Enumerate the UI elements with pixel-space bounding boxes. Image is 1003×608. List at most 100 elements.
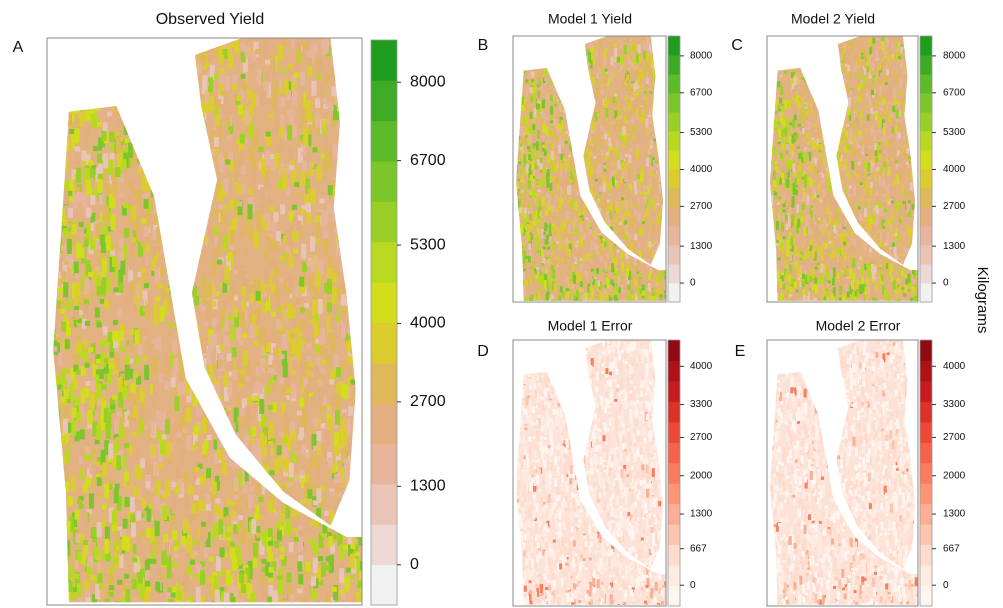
map-cell	[143, 199, 148, 209]
map-cell	[577, 117, 580, 120]
map-cell	[142, 53, 147, 68]
map-cell	[340, 589, 345, 594]
map-cell	[295, 55, 300, 60]
map-cell	[49, 421, 54, 431]
map-cell	[97, 178, 102, 193]
map-cell	[190, 307, 195, 322]
map-cell	[525, 127, 528, 136]
map-cell	[235, 456, 240, 461]
map-cell	[588, 82, 591, 85]
map-cell	[576, 108, 579, 111]
map-cell	[138, 371, 143, 376]
map-cell	[334, 522, 339, 527]
map-cell	[213, 254, 218, 259]
map-cell	[260, 204, 265, 214]
map-cell	[135, 355, 140, 365]
map-cell	[60, 475, 65, 485]
map-cell	[584, 86, 587, 95]
map-cell	[345, 518, 350, 528]
map-cell	[589, 93, 592, 96]
map-cell	[139, 419, 144, 434]
map-cell	[542, 258, 545, 264]
map-cell	[658, 111, 661, 120]
map-cell	[353, 203, 358, 213]
map-cell	[188, 217, 193, 232]
map-cell	[166, 199, 171, 209]
map-cell	[179, 46, 184, 51]
map-cell	[529, 58, 532, 61]
map-cell	[56, 111, 61, 116]
map-cell	[184, 113, 189, 123]
map-cell	[69, 196, 74, 201]
map-cell	[49, 163, 54, 178]
colorbar-tick-label: 5300	[410, 236, 446, 253]
map-cell	[297, 588, 302, 593]
map-cell	[662, 116, 665, 119]
map-cell	[237, 438, 242, 443]
map-cell	[648, 198, 651, 207]
map-cell	[229, 288, 234, 303]
map-cell	[48, 41, 53, 56]
map-cell	[235, 441, 240, 456]
map-cell	[93, 603, 98, 608]
map-cell	[160, 131, 165, 141]
map-cell	[360, 323, 365, 328]
map-cell	[201, 527, 206, 542]
map-cell	[565, 86, 568, 95]
map-cell	[332, 521, 337, 531]
map-cell	[81, 161, 86, 166]
map-cell	[57, 464, 62, 469]
map-cell	[173, 170, 178, 185]
map-cell	[240, 43, 245, 48]
map-cell	[181, 235, 186, 245]
map-cell	[560, 78, 563, 87]
map-cell	[298, 574, 303, 584]
map-cell	[608, 65, 611, 68]
map-cell	[64, 94, 69, 99]
map-cell	[193, 178, 198, 183]
map-cell	[111, 50, 116, 60]
map-cell	[353, 443, 358, 453]
map-cell	[54, 533, 59, 543]
map-cell	[90, 575, 95, 580]
map-cell	[586, 104, 589, 113]
map-cell	[83, 540, 88, 545]
map-cell	[72, 408, 77, 418]
map-cell	[185, 79, 190, 94]
map-cell	[518, 161, 521, 164]
map-cell	[328, 536, 333, 546]
map-cell	[86, 477, 91, 487]
map-cell	[219, 438, 224, 448]
map-cell	[278, 569, 283, 574]
map-cell	[100, 235, 105, 245]
map-cell	[132, 557, 137, 562]
map-cell	[282, 283, 287, 288]
map-cell	[516, 38, 519, 47]
map-cell	[207, 283, 212, 298]
map-cell	[154, 268, 159, 283]
map-cell	[159, 463, 164, 468]
map-cell	[184, 172, 189, 182]
map-cell	[59, 465, 64, 470]
map-cell	[561, 75, 564, 84]
map-cell	[639, 269, 642, 272]
map-cell	[269, 476, 274, 486]
map-cell	[64, 554, 69, 564]
map-cell	[645, 292, 648, 301]
map-cell	[628, 154, 631, 163]
map-cell	[347, 253, 352, 263]
field-map	[513, 36, 669, 310]
map-cell	[164, 381, 169, 391]
map-cell	[662, 125, 665, 131]
map-cell	[327, 156, 332, 171]
map-cell	[536, 267, 539, 270]
map-cell	[288, 64, 293, 69]
map-cell	[57, 482, 62, 487]
map-cell	[339, 568, 344, 583]
colorbar-tick-label: 4000	[410, 315, 446, 332]
map-cell	[647, 88, 650, 91]
map-cell	[91, 464, 96, 474]
map-cell	[115, 167, 120, 177]
map-cell	[597, 292, 600, 298]
map-cell	[164, 220, 169, 235]
